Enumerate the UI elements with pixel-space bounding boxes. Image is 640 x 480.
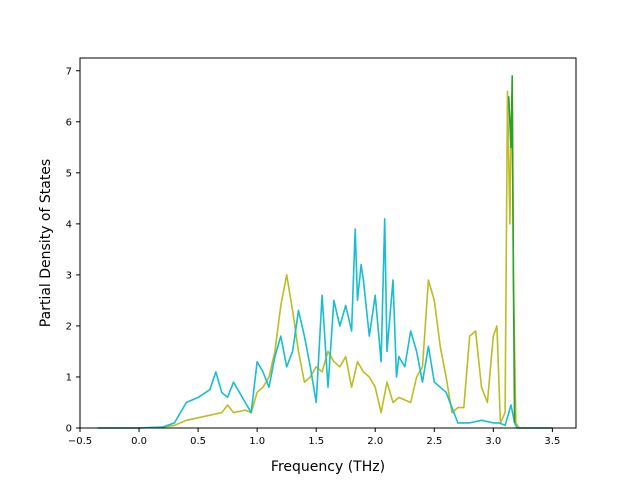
x-tick-label: 0.0 [131, 436, 147, 447]
y-axis-label: Partial Density of States [38, 159, 54, 327]
x-tick-label: 1.5 [308, 436, 324, 447]
y-tick-label: 3 [66, 270, 72, 281]
x-tick-label: −0.5 [68, 436, 92, 447]
x-axis-label: Frequency (THz) [271, 459, 385, 475]
y-tick-label: 6 [66, 117, 72, 128]
y-tick-label: 2 [66, 321, 72, 332]
plot-lines [97, 75, 553, 429]
series-line-1 [97, 218, 553, 429]
series-line-2 [507, 75, 516, 423]
x-tick-label: 2.0 [367, 436, 383, 447]
y-tick-label: 4 [66, 219, 72, 230]
y-tick-label: 5 [66, 168, 72, 179]
x-tick-label: 1.0 [249, 436, 265, 447]
x-axis-ticks: −0.5 0.0 0.5 1.0 1.5 2.0 2.5 3.0 3.5 [68, 428, 560, 447]
plot-frame [79, 57, 577, 429]
x-tick-label: 0.5 [190, 436, 206, 447]
x-tick-label: 2.5 [426, 436, 442, 447]
y-tick-label: 0 [66, 424, 72, 435]
y-tick-label: 1 [66, 372, 72, 383]
y-axis-ticks: 0 1 2 3 4 5 6 7 [66, 66, 80, 435]
x-tick-label: 3.0 [485, 436, 501, 447]
series-line-0 [97, 90, 553, 429]
y-tick-label: 7 [66, 66, 72, 77]
x-tick-label: 3.5 [544, 436, 560, 447]
